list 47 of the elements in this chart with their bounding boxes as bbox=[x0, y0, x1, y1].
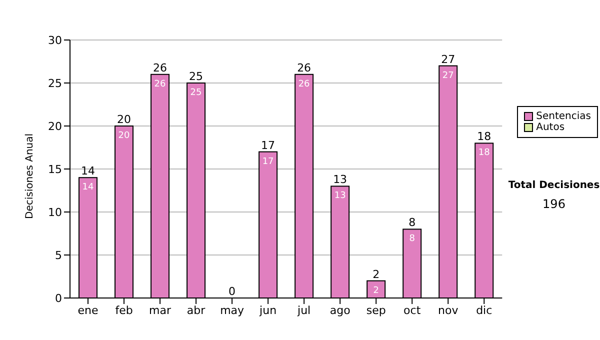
total-label: 8 bbox=[408, 216, 416, 230]
data-label: 17 bbox=[262, 156, 274, 167]
data-label: 26 bbox=[154, 79, 166, 90]
y-tick-label: 25 bbox=[48, 76, 62, 90]
total-label: 26 bbox=[297, 61, 312, 74]
total-label: 0 bbox=[228, 285, 236, 298]
y-axis-title: Decisiones Anual bbox=[24, 133, 36, 219]
y-tick-label: 10 bbox=[48, 206, 62, 219]
total-label: 26 bbox=[153, 61, 168, 74]
total-label: 25 bbox=[189, 70, 204, 83]
text: 196 bbox=[542, 197, 566, 211]
total-label: 18 bbox=[477, 130, 492, 144]
legend-label: Sentencias bbox=[536, 111, 591, 122]
x-tick-label: mar bbox=[149, 304, 172, 317]
total-label: 2 bbox=[372, 268, 380, 281]
x-tick-label: feb bbox=[115, 304, 133, 317]
x-tick-label: jul bbox=[296, 304, 311, 317]
total-label: 13 bbox=[333, 173, 348, 186]
x-tick-label: nov bbox=[438, 304, 459, 317]
x-tick-label: ene bbox=[78, 304, 98, 317]
data-label: 27 bbox=[442, 70, 454, 81]
y-tick-label: 30 bbox=[48, 34, 62, 47]
x-tick-label: jun bbox=[258, 304, 277, 317]
x-tick-label: ago bbox=[330, 304, 351, 317]
y-tick-label: 5 bbox=[55, 248, 62, 262]
y-tick-label: 0 bbox=[55, 292, 62, 305]
data-label: 18 bbox=[478, 148, 490, 158]
y-tick-label: 15 bbox=[48, 162, 62, 176]
x-tick-label: abr bbox=[186, 304, 206, 317]
data-label: 25 bbox=[190, 88, 202, 98]
total-label: 14 bbox=[81, 164, 96, 178]
total-label: 27 bbox=[441, 52, 456, 66]
total-label: 20 bbox=[117, 113, 132, 126]
text: Total Decisiones bbox=[508, 180, 600, 191]
data-label: 2 bbox=[373, 286, 379, 296]
x-tick-label: oct bbox=[404, 304, 422, 317]
y-tick-label: 20 bbox=[48, 120, 62, 133]
x-tick-label: may bbox=[220, 304, 245, 317]
data-label: 20 bbox=[118, 131, 130, 141]
x-tick-label: dic bbox=[476, 304, 492, 317]
data-label: 8 bbox=[409, 234, 416, 244]
legend-label: Autos bbox=[536, 122, 565, 133]
total-label: 17 bbox=[261, 138, 276, 152]
x-tick-label: sep bbox=[366, 304, 386, 317]
data-label: 14 bbox=[82, 182, 94, 193]
data-label: 13 bbox=[334, 191, 346, 202]
data-label: 26 bbox=[298, 79, 310, 90]
